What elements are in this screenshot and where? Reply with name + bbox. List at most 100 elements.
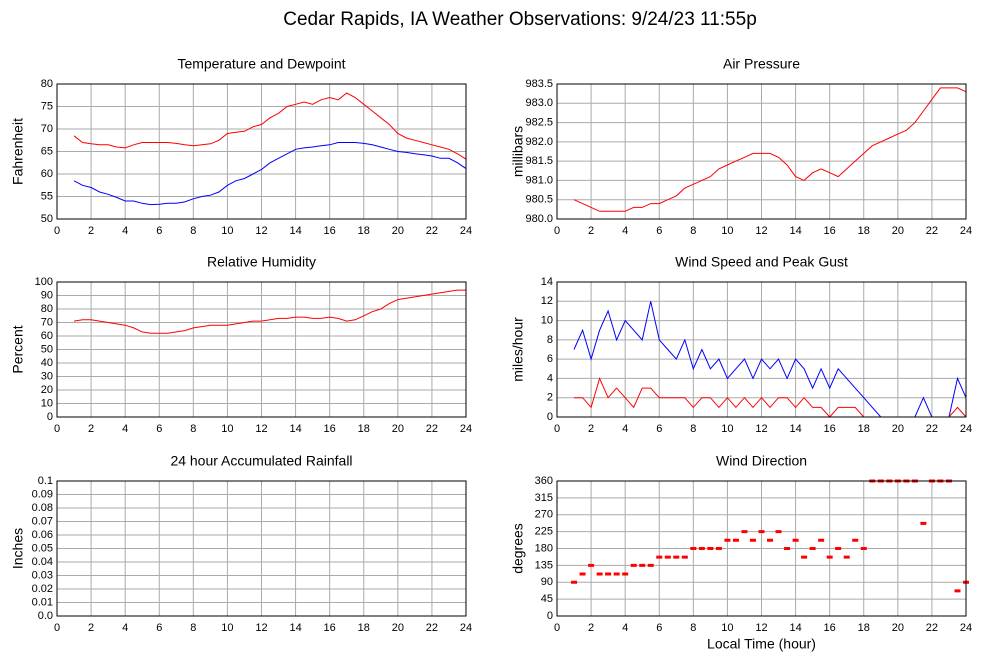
x-tick-label: 14: [789, 225, 801, 237]
y-tick-label: 8: [547, 334, 553, 346]
data-point: [826, 555, 833, 559]
x-tick-label: 16: [324, 225, 336, 237]
data-point: [741, 530, 748, 534]
plot-frame: [556, 83, 967, 220]
y-tick-label: 0.06: [32, 529, 53, 541]
y-tick-label: 30: [41, 370, 53, 382]
data-point: [835, 547, 842, 550]
y-tick-label: 40: [41, 357, 53, 369]
x-tick-label: 22: [426, 622, 438, 634]
x-tick-label: 22: [426, 423, 438, 435]
y-tick-label: 70: [41, 123, 53, 135]
y-axis-label: Inches: [10, 528, 26, 569]
data-line: [73, 92, 467, 160]
y-tick-label: 45: [541, 593, 553, 605]
y-tick-label: 0.08: [32, 502, 53, 514]
x-tick-label: 12: [755, 225, 767, 237]
y-tick-label: 982.5: [525, 116, 553, 128]
y-tick-label: 75: [41, 100, 53, 112]
x-tick-label: 18: [358, 622, 370, 634]
chart-title: 24 hour Accumulated Rainfall: [170, 453, 352, 469]
x-tick-label: 16: [824, 423, 836, 435]
data-point: [954, 589, 961, 593]
x-tick-label: 18: [358, 423, 370, 435]
x-tick-label: 12: [255, 622, 267, 634]
plot-frame: [556, 480, 967, 617]
data-point: [843, 555, 850, 559]
data-point: [664, 555, 671, 559]
x-tick-label: 2: [88, 622, 94, 634]
data-point: [613, 572, 620, 576]
data-point: [749, 538, 756, 542]
y-tick-label: 980.0: [525, 213, 553, 225]
y-axis-label: millibars: [510, 126, 526, 177]
y-tick-label: 982.0: [525, 136, 553, 148]
y-tick-label: 10: [541, 314, 553, 326]
data-point: [605, 572, 612, 576]
data-point: [588, 563, 595, 567]
plot-frame: [556, 281, 967, 418]
x-tick-label: 8: [190, 423, 196, 435]
x-tick-label: 10: [221, 622, 233, 634]
x-tick-label: 0: [554, 225, 560, 237]
y-tick-label: 0: [547, 610, 553, 622]
data-point: [809, 547, 816, 550]
x-tick-label: 22: [926, 622, 938, 634]
data-point: [775, 530, 782, 534]
x-tick-label: 0: [54, 622, 60, 634]
data-point: [681, 555, 688, 559]
data-point: [920, 521, 927, 525]
chart-title: Wind Speed and Peak Gust: [675, 254, 848, 270]
data-point: [647, 563, 654, 567]
x-tick-label: 20: [392, 622, 404, 634]
data-point: [715, 547, 722, 550]
y-tick-label: 0.1: [38, 475, 53, 487]
data-point: [792, 538, 799, 542]
page-title: Cedar Rapids, IA Weather Observations: 9…: [283, 9, 757, 30]
data-point: [852, 538, 859, 542]
x-tick-label: 16: [824, 225, 836, 237]
x-tick-label: 2: [588, 423, 594, 435]
y-tick-label: 6: [547, 353, 553, 365]
x-tick-label: 22: [926, 423, 938, 435]
y-axis-label: Fahrenheit: [10, 118, 26, 185]
x-tick-label: 14: [289, 423, 301, 435]
x-tick-label: 20: [892, 225, 904, 237]
x-tick-label: 2: [88, 225, 94, 237]
y-tick-label: 180: [535, 542, 553, 554]
x-tick-label: 2: [588, 225, 594, 237]
y-tick-label: 983.5: [525, 78, 553, 90]
x-tick-label: 6: [156, 622, 162, 634]
x-tick-label: 22: [426, 225, 438, 237]
y-tick-label: 270: [535, 509, 553, 521]
y-tick-label: 4: [547, 372, 553, 384]
y-tick-label: 12: [541, 295, 553, 307]
data-point: [571, 580, 578, 584]
x-tick-label: 6: [656, 225, 662, 237]
data-point: [596, 572, 603, 576]
y-tick-label: 90: [541, 576, 553, 588]
y-tick-label: 2: [547, 392, 553, 404]
data-point: [639, 563, 646, 567]
y-tick-label: 90: [41, 289, 53, 301]
x-tick-label: 24: [460, 423, 472, 435]
x-tick-label: 24: [460, 225, 472, 237]
y-tick-label: 0.09: [32, 488, 53, 500]
data-point: [656, 555, 663, 559]
x-tick-label: 10: [721, 622, 733, 634]
x-tick-label: 2: [88, 423, 94, 435]
x-tick-label: 10: [221, 423, 233, 435]
x-tick-label: 2: [588, 622, 594, 634]
data-point: [622, 572, 629, 576]
chart-title: Relative Humidity: [207, 254, 316, 270]
x-tick-label: 10: [721, 225, 733, 237]
x-tick-label: 6: [656, 423, 662, 435]
x-tick-label: 8: [690, 225, 696, 237]
y-tick-label: 14: [541, 276, 553, 288]
x-axis-label: Local Time (hour): [707, 636, 816, 652]
x-tick-label: 0: [554, 622, 560, 634]
y-tick-label: 135: [535, 559, 553, 571]
y-tick-label: 70: [41, 316, 53, 328]
